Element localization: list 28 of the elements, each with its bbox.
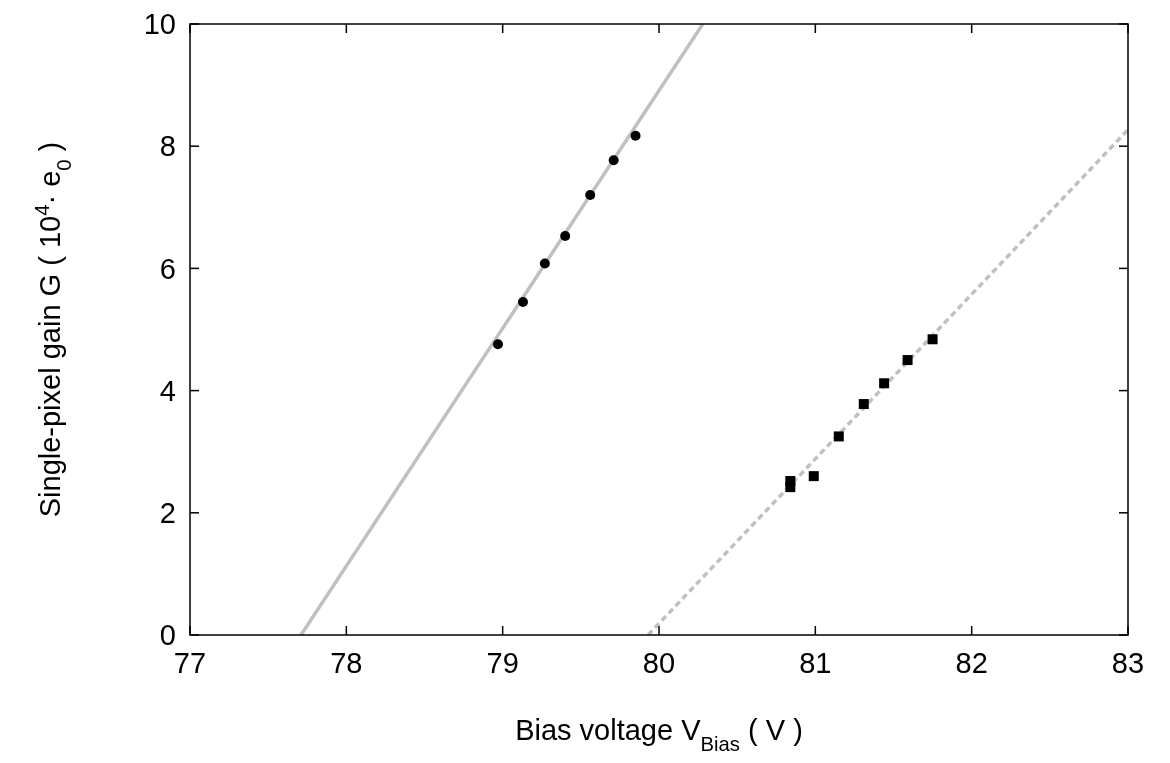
x-tick-label: 83 <box>1111 647 1145 679</box>
point <box>902 355 913 366</box>
point <box>879 378 890 389</box>
y-tick-label: 0 <box>159 619 176 652</box>
point <box>858 399 869 410</box>
point <box>808 471 819 482</box>
point <box>585 190 596 201</box>
point <box>630 130 641 141</box>
y-tick-label: 4 <box>159 374 176 407</box>
y-tick-label: 6 <box>159 252 176 285</box>
y-tick-label: 8 <box>159 130 176 163</box>
x-axis-title: Bias voltage V$_{Bias}$ ( V ) <box>515 714 803 755</box>
y-tick-label: 2 <box>159 496 176 529</box>
point <box>560 231 571 242</box>
point <box>539 258 550 269</box>
point <box>785 476 796 487</box>
x-tick-label: 77 <box>173 647 207 679</box>
x-tick-label: 78 <box>330 647 363 679</box>
y-tick-label: 10 <box>143 8 176 41</box>
point <box>833 431 844 442</box>
point <box>492 339 503 350</box>
x-tick-label: 80 <box>642 647 676 679</box>
x-tick-label: 82 <box>955 647 988 679</box>
point <box>608 155 619 166</box>
x-tick-label: 81 <box>799 647 832 679</box>
point <box>517 297 528 308</box>
point <box>927 334 938 345</box>
x-tick-label: 79 <box>486 647 519 679</box>
